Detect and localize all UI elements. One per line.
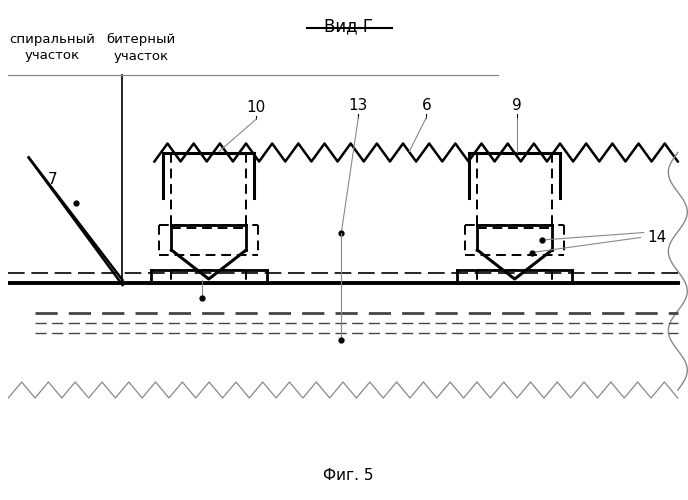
Text: 10: 10 bbox=[247, 100, 266, 115]
Text: 7: 7 bbox=[47, 172, 57, 188]
Text: 9: 9 bbox=[512, 98, 522, 112]
Text: 13: 13 bbox=[349, 98, 368, 112]
Text: спиральный
участок: спиральный участок bbox=[10, 32, 96, 62]
Text: Фиг. 5: Фиг. 5 bbox=[323, 468, 374, 482]
Text: 14: 14 bbox=[647, 230, 667, 245]
Text: битерный
участок: битерный участок bbox=[106, 32, 175, 62]
Text: 6: 6 bbox=[422, 98, 431, 112]
Text: Вид Г: Вид Г bbox=[323, 18, 373, 36]
